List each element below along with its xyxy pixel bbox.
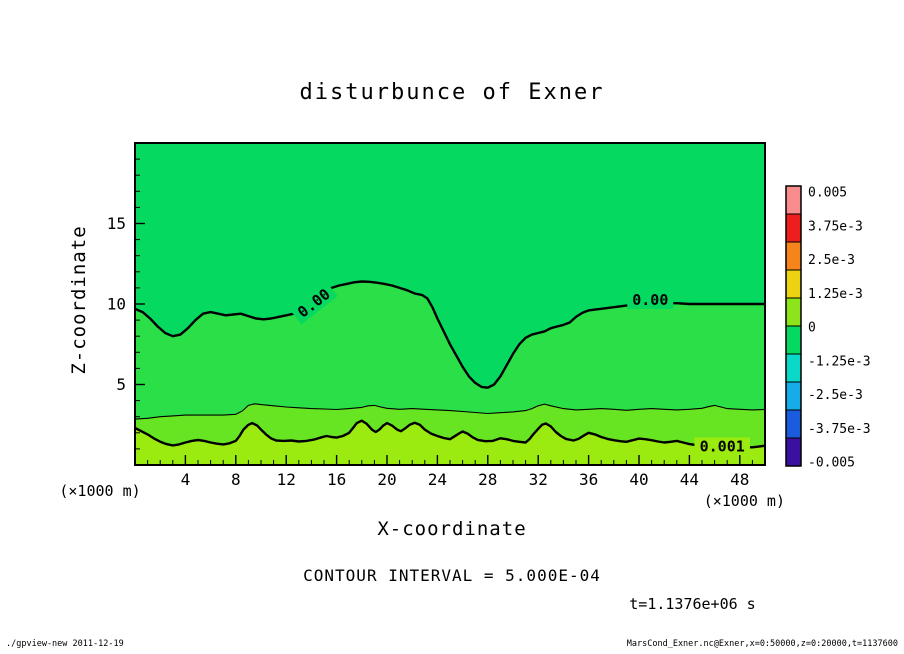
- colorbar-cell: [785, 381, 802, 411]
- x-tick-label: 12: [277, 470, 296, 489]
- x-tick-label: 44: [680, 470, 699, 489]
- svg-text:0.001: 0.001: [700, 438, 745, 456]
- colorbar-tick-label: 1.25e-3: [808, 287, 863, 302]
- contour-interval-caption: CONTOUR INTERVAL = 5.000E-04: [303, 566, 601, 585]
- footer-command-line: ./gpview-new 2011-12-19: [6, 639, 124, 649]
- colorbar-tick-label: 2.5e-3: [808, 253, 855, 268]
- colorbar-tick-label: -0.005: [808, 456, 855, 471]
- x-tick-label: 48: [730, 470, 749, 489]
- colorbar-tick-label: -1.25e-3: [808, 354, 871, 369]
- x-tick-label: 40: [629, 470, 648, 489]
- contour-line: [135, 403, 765, 420]
- x-tick-label: 28: [478, 470, 497, 489]
- colorbar-tick-label: 0.005: [808, 186, 847, 201]
- colorbar-cell: [785, 213, 802, 243]
- colorbar-cell: [785, 185, 802, 215]
- colorbar-tick-label: -2.5e-3: [808, 388, 863, 403]
- z-tick-label: 15: [107, 214, 126, 233]
- colorbar-cell: [785, 241, 802, 271]
- x-tick-label: 36: [579, 470, 598, 489]
- colorbar-cell: [785, 353, 802, 383]
- z-axis-unit-note: (×1000 m): [59, 482, 141, 500]
- shaded-field: 0.00 0.000.001: [135, 143, 765, 465]
- svg-text:0.00: 0.00: [632, 291, 668, 309]
- time-stamp-label: t=1.1376e+06 s: [629, 595, 756, 613]
- x-tick-label: 8: [231, 470, 241, 489]
- z-axis-label: Z-coordinate: [68, 225, 90, 375]
- colorbar-tick-label: 3.75e-3: [808, 219, 863, 234]
- shade-band: [135, 420, 765, 465]
- x-tick-label: 16: [327, 470, 346, 489]
- colorbar: 0.005 3.75e-3 2.5e-3 1.25e-3 0 -1.25e-3 -2.5e-…: [785, 185, 871, 471]
- contour-line: [135, 419, 765, 449]
- x-tick-label: 32: [529, 470, 548, 489]
- plot-frame: [134, 142, 766, 466]
- colorbar-cell: [785, 409, 802, 439]
- colorbar-cell: [785, 325, 802, 355]
- contour-label: 0.001: [694, 437, 750, 456]
- contour-line: [135, 280, 765, 389]
- colorbar-tick-label: 0: [808, 321, 816, 336]
- x-tick-label: 20: [377, 470, 396, 489]
- x-tick-label: 4: [181, 470, 191, 489]
- x-axis-label: X-coordinate: [377, 518, 527, 540]
- colorbar-cell: [785, 297, 802, 327]
- colorbar-cell: [785, 437, 802, 467]
- contour-label: 0.00: [627, 291, 674, 309]
- x-axis-unit-note: (×1000 m): [703, 492, 785, 510]
- chart-title: disturbunce of Exner: [299, 80, 605, 105]
- x-tick-label: 24: [428, 470, 447, 489]
- footer-data-source: MarsCond_Exner.nc@Exner,x=0:50000,z=0:20…: [626, 639, 898, 649]
- z-tick-label: 5: [116, 375, 126, 394]
- colorbar-frame: [785, 185, 802, 467]
- colorbar-tick-label: -3.75e-3: [808, 422, 871, 437]
- z-tick-label: 10: [107, 295, 126, 314]
- colorbar-cell: [785, 269, 802, 299]
